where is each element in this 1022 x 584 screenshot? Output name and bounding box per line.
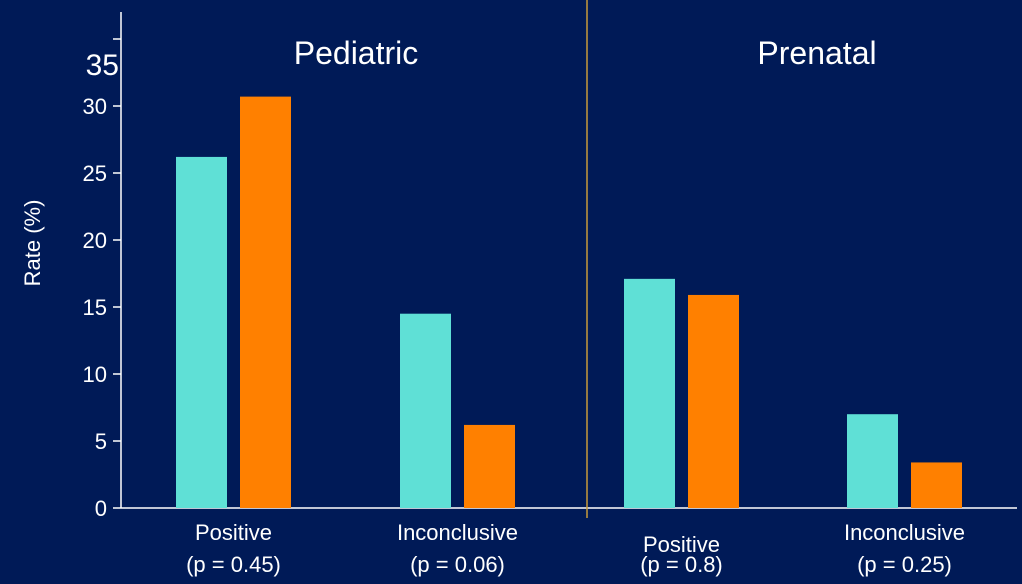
y-tick-label: 10 xyxy=(83,362,107,387)
category-label: Positive xyxy=(195,520,272,545)
category-label: Inconclusive xyxy=(397,520,518,545)
bar xyxy=(847,414,898,508)
bar xyxy=(400,313,451,508)
y-tick-label: 5 xyxy=(95,429,107,454)
y-tick-label: 0 xyxy=(95,496,107,521)
y-tick-label: 20 xyxy=(83,228,107,253)
panel-title: Prenatal xyxy=(757,35,876,71)
category-sublabel: (p = 0.45) xyxy=(186,552,281,577)
panel-title: Pediatric xyxy=(294,35,419,71)
y-axis-label: Rate (%) xyxy=(20,200,45,287)
panel-titles: Pediatric Prenatal xyxy=(294,35,877,71)
category-sublabel: (p = 0.06) xyxy=(410,552,505,577)
category-sublabel: (p = 0.8) xyxy=(640,552,723,577)
category-sublabel: (p = 0.25) xyxy=(857,552,952,577)
bar xyxy=(624,278,675,508)
bar xyxy=(240,96,291,509)
bar xyxy=(688,294,739,508)
y-tick-label: 25 xyxy=(83,161,107,186)
y-tick-label: 35 xyxy=(86,49,119,82)
y-tick-label: 15 xyxy=(83,295,107,320)
category-labels: Positive (p = 0.45) Inconclusive (p = 0.06)… xyxy=(186,520,965,577)
bar xyxy=(464,424,515,508)
bar xyxy=(176,156,227,509)
y-tick-label: 30 xyxy=(83,94,107,119)
y-axis: 0 5 10 15 20 25 30 35 xyxy=(83,12,122,521)
category-label: Inconclusive xyxy=(844,520,965,545)
bar xyxy=(911,462,962,508)
category-label: Positive xyxy=(643,532,720,557)
bars xyxy=(176,96,962,509)
